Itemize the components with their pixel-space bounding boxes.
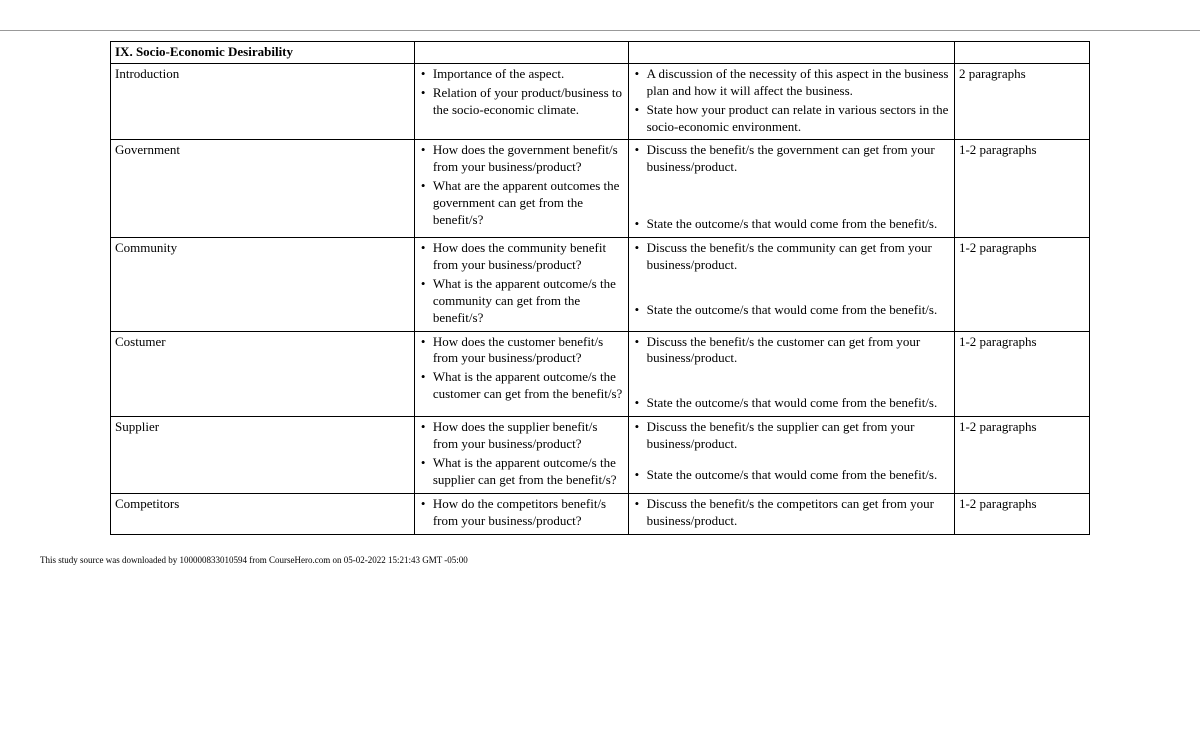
bullet-item: Discuss the benefit/s the supplier can g… — [633, 419, 950, 453]
row-descriptions: A discussion of the necessity of this as… — [628, 63, 954, 140]
document-page: IX. Socio-Economic Desirability Introduc… — [0, 30, 1200, 545]
row-questions: How does the community benefit from your… — [414, 238, 628, 331]
bullet-item: Discuss the benefit/s the customer can g… — [633, 334, 950, 368]
row-questions: Importance of the aspect. Relation of yo… — [414, 63, 628, 140]
bullet-item: How does the customer benefit/s from you… — [419, 334, 624, 368]
row-questions: How does the customer benefit/s from you… — [414, 331, 628, 417]
bullet-item: Relation of your product/business to the… — [419, 85, 624, 119]
row-descriptions: Discuss the benefit/s the competitors ca… — [628, 493, 954, 534]
row-questions: How does the supplier benefit/s from you… — [414, 417, 628, 494]
row-questions: How does the government benefit/s from y… — [414, 140, 628, 238]
row-length: 1-2 paragraphs — [954, 493, 1089, 534]
row-length: 1-2 paragraphs — [954, 140, 1089, 238]
bullet-item: State the outcome/s that would come from… — [633, 467, 950, 484]
row-length: 1-2 paragraphs — [954, 331, 1089, 417]
row-label: Government — [111, 140, 415, 238]
section-title-cell: IX. Socio-Economic Desirability — [111, 42, 415, 64]
row-label: Costumer — [111, 331, 415, 417]
row-descriptions: Discuss the benefit/s the community can … — [628, 238, 954, 331]
bullet-item: How does the supplier benefit/s from you… — [419, 419, 624, 453]
row-length: 2 paragraphs — [954, 63, 1089, 140]
content-area: IX. Socio-Economic Desirability Introduc… — [110, 41, 1090, 535]
section-header-row: IX. Socio-Economic Desirability — [111, 42, 1090, 64]
table-row: Government How does the government benef… — [111, 140, 1090, 238]
bullet-item: Discuss the benefit/s the government can… — [633, 142, 950, 176]
row-length: 1-2 paragraphs — [954, 238, 1089, 331]
bullet-item: What is the apparent outcome/s the suppl… — [419, 455, 624, 489]
table-row: Supplier How does the supplier benefit/s… — [111, 417, 1090, 494]
bullet-item: What is the apparent outcome/s the custo… — [419, 369, 624, 403]
header-empty-cell-3 — [628, 42, 954, 64]
bullet-item: State the outcome/s that would come from… — [633, 302, 950, 319]
bullet-item: Discuss the benefit/s the community can … — [633, 240, 950, 274]
row-descriptions: Discuss the benefit/s the government can… — [628, 140, 954, 238]
table-row: Competitors How do the competitors benef… — [111, 493, 1090, 534]
bullet-item: State the outcome/s that would come from… — [633, 395, 950, 412]
row-length: 1-2 paragraphs — [954, 417, 1089, 494]
header-empty-cell-2 — [414, 42, 628, 64]
row-descriptions: Discuss the benefit/s the customer can g… — [628, 331, 954, 417]
row-label: Community — [111, 238, 415, 331]
bullet-item: Importance of the aspect. — [419, 66, 624, 83]
row-label: Introduction — [111, 63, 415, 140]
outline-table: IX. Socio-Economic Desirability Introduc… — [110, 41, 1090, 535]
bullet-item: How do the competitors benefit/s from yo… — [419, 496, 624, 530]
bullet-item: Discuss the benefit/s the competitors ca… — [633, 496, 950, 530]
row-questions: How do the competitors benefit/s from yo… — [414, 493, 628, 534]
header-empty-cell-4 — [954, 42, 1089, 64]
bullet-item: How does the government benefit/s from y… — [419, 142, 624, 176]
table-row: Costumer How does the customer benefit/s… — [111, 331, 1090, 417]
bullet-item: State how your product can relate in var… — [633, 102, 950, 136]
bullet-item: What are the apparent outcomes the gover… — [419, 178, 624, 229]
bullet-item: What is the apparent outcome/s the commu… — [419, 276, 624, 327]
bullet-item: How does the community benefit from your… — [419, 240, 624, 274]
row-label: Competitors — [111, 493, 415, 534]
table-row: Community How does the community benefit… — [111, 238, 1090, 331]
bullet-item: State the outcome/s that would come from… — [633, 216, 950, 233]
bullet-item: A discussion of the necessity of this as… — [633, 66, 950, 100]
row-descriptions: Discuss the benefit/s the supplier can g… — [628, 417, 954, 494]
row-label: Supplier — [111, 417, 415, 494]
download-footer: This study source was downloaded by 1000… — [0, 545, 1200, 565]
table-row: Introduction Importance of the aspect. R… — [111, 63, 1090, 140]
